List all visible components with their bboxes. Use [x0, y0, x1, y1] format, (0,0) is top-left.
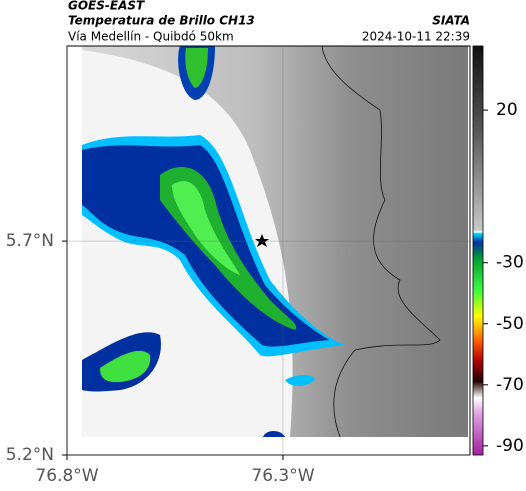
colorbar-tick-label: -90: [496, 436, 524, 456]
colorbar-tick-label: 20: [496, 100, 518, 120]
timestamp: 2024-10-11 22:39: [362, 30, 470, 44]
x-tick-label: 76.3°W: [251, 466, 314, 486]
colorbar-tick-label: -70: [496, 375, 524, 395]
colorbar-tick-label: -50: [496, 314, 524, 334]
product-title: Temperatura de Brillo CH13: [68, 14, 255, 28]
satellite-image: [82, 46, 468, 437]
source-label: SIATA: [432, 14, 470, 28]
x-tick-label: 76.8°W: [35, 466, 98, 486]
satellite-name: GOES-EAST: [68, 0, 145, 13]
y-tick-label: 5.7°N: [6, 231, 54, 251]
location-marker: [255, 234, 269, 247]
colorbar-tick-label: -30: [496, 253, 524, 273]
y-tick-label: 5.2°N: [6, 445, 54, 465]
colorbar: [472, 45, 484, 456]
region-label: Vía Medellín - Quibdó 50km: [68, 30, 234, 44]
